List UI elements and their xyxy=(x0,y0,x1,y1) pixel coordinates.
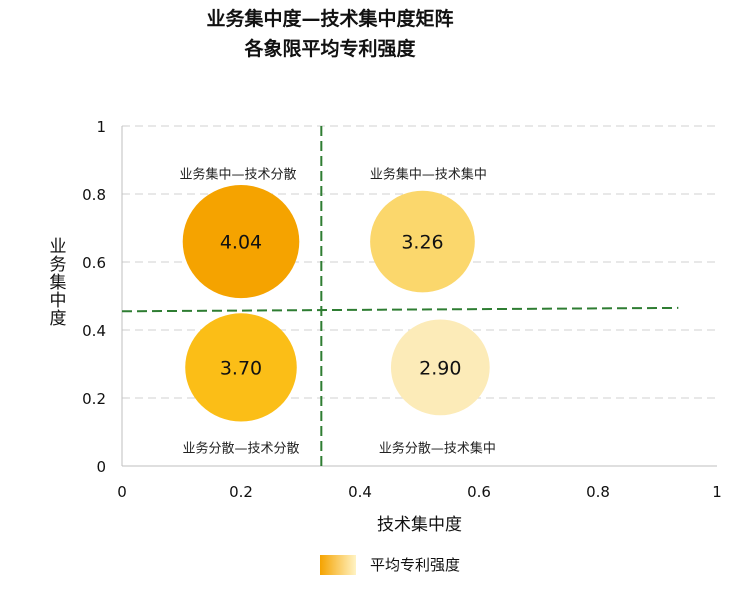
y-tick-label: 1 xyxy=(96,118,106,136)
quadrant-label: 业务分散—技术分散 xyxy=(182,440,299,456)
x-tick-label: 0.6 xyxy=(467,483,491,501)
x-tick-label: 0 xyxy=(117,483,127,501)
chart-subtitle: 各象限平均专利强度 xyxy=(244,38,416,60)
x-tick-label: 0.4 xyxy=(348,483,372,501)
y-tick-label: 0.2 xyxy=(82,390,106,408)
y-tick-label: 0 xyxy=(96,458,106,476)
x-axis-title: 技术集中度 xyxy=(377,515,462,535)
horizontal-divider-line xyxy=(121,306,679,313)
bubble xyxy=(370,190,475,293)
bubble xyxy=(182,185,300,299)
x-tick-label: 1 xyxy=(712,483,722,501)
x-tick-label: 0.8 xyxy=(586,483,610,501)
y-axis-title: 业务集中度 xyxy=(50,237,67,329)
legend-label: 平均专利强度 xyxy=(370,556,461,574)
legend: 平均专利强度 xyxy=(320,554,460,575)
bubble-value-label: 4.04 xyxy=(220,232,262,254)
quadrant-label: 业务集中—技术分散 xyxy=(180,167,297,183)
bubble-value-label: 2.90 xyxy=(419,357,461,379)
legend-swatch xyxy=(320,554,356,575)
bubble-value-label: 3.70 xyxy=(220,357,262,379)
y-tick-label: 0.8 xyxy=(82,186,106,204)
quadrant-label: 业务分散—技术集中 xyxy=(379,440,496,456)
y-tick-label: 0.4 xyxy=(82,322,106,340)
bubble-value-label: 3.26 xyxy=(401,232,443,254)
y-tick-label: 0.6 xyxy=(82,254,106,272)
chart-title: 业务集中度—技术集中度矩阵 xyxy=(206,8,454,30)
bubble xyxy=(185,313,297,422)
bubble xyxy=(390,319,490,416)
x-tick-label: 0.2 xyxy=(229,483,253,501)
quadrant-label: 业务集中—技术集中 xyxy=(370,167,487,183)
